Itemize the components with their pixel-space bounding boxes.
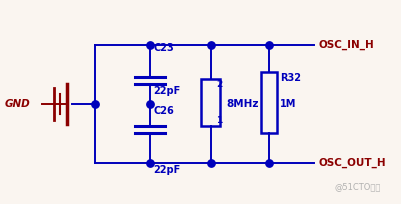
Text: 22pF: 22pF xyxy=(153,86,180,96)
Point xyxy=(265,161,272,164)
Point xyxy=(207,161,213,164)
Text: C26: C26 xyxy=(153,106,174,116)
Text: R32: R32 xyxy=(279,73,301,83)
Text: 2: 2 xyxy=(216,80,222,89)
Text: @51CTO博客: @51CTO博客 xyxy=(334,182,380,191)
Bar xyxy=(200,79,220,126)
Point xyxy=(207,44,213,47)
Text: 22pF: 22pF xyxy=(153,165,180,175)
Text: OSC_OUT_H: OSC_OUT_H xyxy=(318,158,385,168)
Bar xyxy=(261,72,277,133)
Text: 8MHz: 8MHz xyxy=(226,99,258,109)
Text: 1M: 1M xyxy=(279,99,296,109)
Point xyxy=(265,44,272,47)
Text: OSC_IN_H: OSC_IN_H xyxy=(318,40,373,50)
Text: 1: 1 xyxy=(216,116,222,125)
Text: C23: C23 xyxy=(153,43,174,53)
Point xyxy=(146,161,152,164)
Point xyxy=(146,102,152,106)
Point xyxy=(146,44,152,47)
Point xyxy=(91,102,98,106)
Text: GND: GND xyxy=(4,99,30,109)
